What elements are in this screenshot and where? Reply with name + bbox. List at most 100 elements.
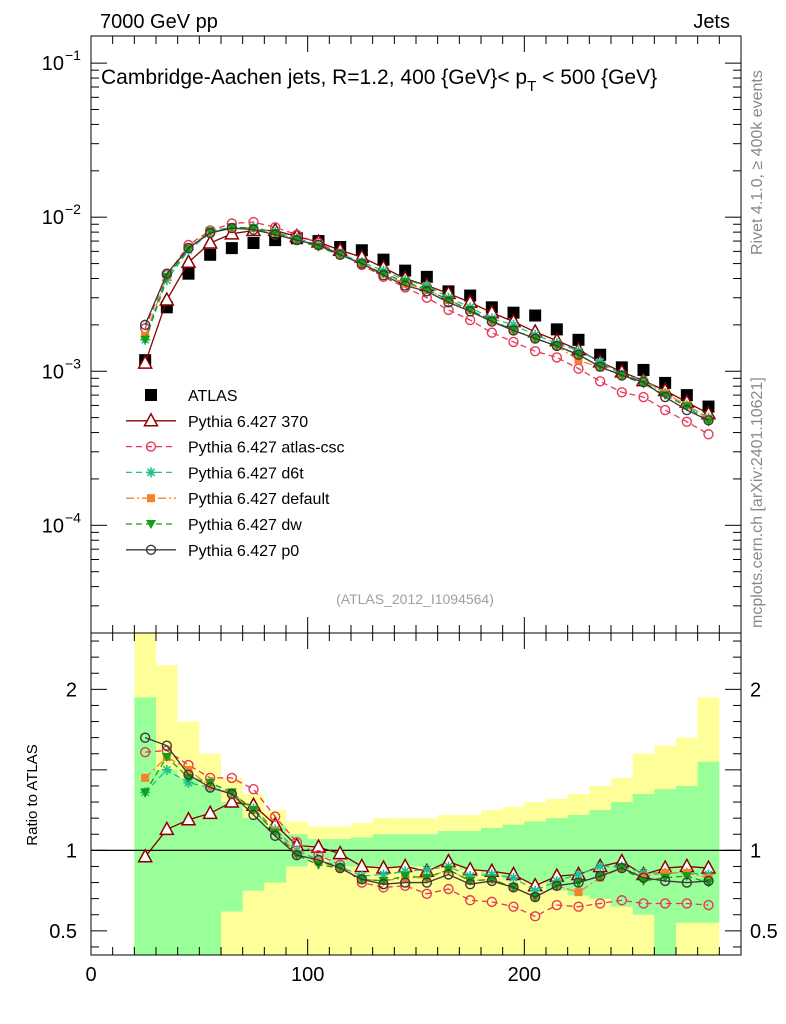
ratio-point-p370-shape [202, 804, 218, 820]
header-collision-label: 7000 GeV pp [100, 11, 218, 33]
main-x-axis [90, 36, 720, 633]
ratio-point-p370 [137, 848, 153, 863]
ratio-point-default-shape [704, 873, 713, 882]
main-y-tick-label: 10 [42, 207, 64, 229]
data-point-p0-shape [594, 361, 606, 372]
data-point-p0 [399, 280, 411, 291]
main-y-tick-label: 10 [42, 53, 64, 75]
data-point-atlascsc-shape [659, 404, 671, 416]
data-point-atlas [182, 267, 195, 280]
legend-label-p0: Pythia 6.427 p0 [188, 543, 299, 560]
data-point-dw-shape [313, 243, 324, 253]
data-point-p0 [204, 227, 216, 239]
data-point-dw-shape [486, 316, 497, 326]
data-point-p370 [159, 291, 175, 306]
rivet-version-label: Rivet 4.1.0, ≥ 400k events [749, 70, 766, 255]
data-point-atlas-shape [572, 333, 585, 346]
ratio-frame [90, 632, 742, 956]
data-point-atlas [247, 236, 260, 249]
ratio-point-p0 [334, 862, 346, 874]
data-point-p0-shape [508, 325, 519, 336]
legend-item-d6t: Pythia 6.427 d6t [126, 465, 304, 482]
data-point-dw [161, 272, 172, 282]
data-point-dw-shape [681, 402, 692, 412]
ratio-point-atlascsc [681, 898, 693, 909]
data-point-p0 [183, 242, 194, 254]
ratio-point-default-shape [661, 868, 670, 877]
legend-marker-default-shape [147, 494, 155, 503]
legend-item-p370: Pythia 6.427 370 [126, 412, 308, 431]
ratio-point-p0 [291, 849, 303, 861]
ratio-point-d6t-shape [486, 869, 497, 880]
data-point-atlas-shape [637, 363, 650, 376]
data-point-atlas [225, 242, 238, 255]
ratio-point-dw [140, 788, 151, 798]
data-point-p0-shape [139, 319, 151, 331]
ratio-point-dw [313, 860, 324, 870]
data-point-atlascsc-shape [508, 336, 519, 348]
ratio-point-atlascsc-shape [594, 898, 606, 909]
data-point-atlas-shape [225, 242, 238, 255]
ratio-point-dw [270, 828, 281, 838]
main-y-tick-exponent: −2 [65, 201, 81, 217]
data-point-p0-shape [421, 286, 433, 297]
main-y-axis: 10−110−210−310−4 [42, 47, 741, 634]
band-inner-segment [199, 785, 221, 955]
ratio-point-p370 [202, 804, 218, 820]
ratio-point-p0-shape [291, 849, 303, 861]
ratio-point-dw-shape [681, 872, 692, 882]
ratio-point-default-shape [574, 888, 583, 897]
data-point-p0 [681, 404, 693, 416]
band-inner-segment [481, 827, 503, 875]
legend-marker-atlascsc [145, 441, 157, 452]
data-point-p0 [248, 224, 259, 235]
band-inner-segment [134, 697, 156, 955]
legend-marker-atlascsc-shape [145, 441, 157, 452]
series-p0 [139, 222, 714, 426]
ratio-point-atlascsc-shape [464, 895, 476, 906]
ratio-line-atlascsc [145, 749, 709, 918]
ratio-point-atlascsc-shape [226, 772, 238, 784]
ratio-point-p0-shape [248, 809, 259, 821]
data-point-p0-shape [204, 227, 216, 239]
ratio-point-p0-shape [356, 874, 368, 885]
data-point-dw-shape [465, 305, 476, 315]
data-point-atlascsc [486, 327, 498, 338]
ratio-point-d6t [508, 872, 519, 883]
ratio-point-atlascsc-shape [638, 898, 649, 909]
main-title-sub: T [527, 78, 536, 95]
ratio-point-atlascsc [464, 895, 476, 906]
ratio-point-dw-shape [161, 752, 172, 762]
series-line-p0 [144, 227, 709, 421]
ratio-point-p0-shape [486, 875, 498, 887]
legend-marker-default [147, 494, 155, 503]
data-point-atlascsc [638, 391, 649, 403]
data-point-p0 [464, 306, 476, 317]
legend-label-atlas: ATLAS [188, 388, 238, 405]
ratio-point-p0 [486, 875, 498, 887]
ratio-x-tick-label: 0 [85, 964, 96, 986]
ratio-panel: 0.5 0.5 1 1 2 2 0 100 200 Ratio to ATLAS [24, 632, 778, 986]
data-point-p370 [202, 234, 218, 249]
data-point-p0 [161, 268, 173, 279]
ratio-point-atlascsc-shape [529, 911, 541, 922]
ratio-point-d6t [573, 869, 584, 880]
ratio-point-p0 [356, 874, 368, 885]
data-point-p0 [551, 340, 563, 352]
data-point-dw-shape [161, 272, 172, 282]
data-point-atlas [529, 309, 542, 322]
data-point-p0 [703, 415, 714, 426]
data-point-p0-shape [313, 239, 324, 251]
ratio-point-d6t [595, 861, 606, 872]
data-point-default [574, 356, 583, 365]
data-point-dw [400, 277, 411, 287]
band-inner-segment [697, 761, 720, 923]
data-point-p0 [529, 333, 541, 344]
data-point-p0 [638, 376, 649, 388]
ratio-point-p370 [224, 793, 240, 808]
legend-item-atlascsc: Pythia 6.427 atlas-csc [126, 440, 345, 457]
ratio-point-p0-shape [703, 875, 714, 887]
data-point-p0 [421, 286, 433, 297]
data-point-p370 [137, 354, 153, 369]
